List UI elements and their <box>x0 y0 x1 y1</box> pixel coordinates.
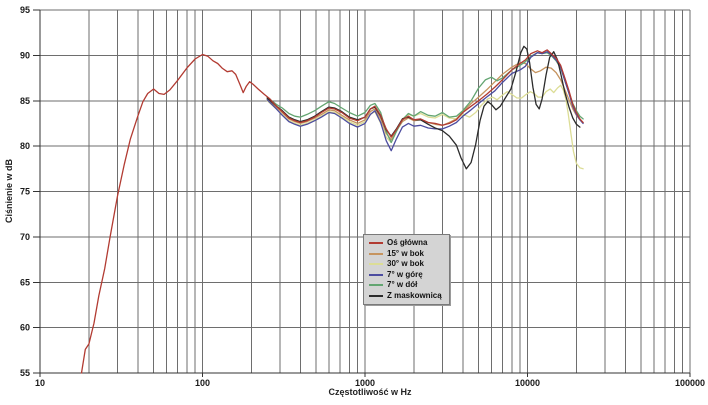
x-tick-label: 100 <box>195 378 210 388</box>
x-tick-label: 10 <box>35 378 45 388</box>
y-tick-label: 65 <box>20 277 30 287</box>
curve-5-Z maskownicą <box>266 45 581 170</box>
legend-item-label: 30° w bok <box>387 259 424 269</box>
legend-swatch-icon <box>369 242 383 245</box>
legend-item-label: 7° w górę <box>387 269 423 279</box>
y-tick-label: 70 <box>20 232 30 242</box>
x-tick-label: 100000 <box>675 378 705 388</box>
legend-item: Z maskownicą <box>369 291 442 302</box>
legend-item: 7° w dół <box>369 280 442 291</box>
legend-swatch-icon <box>369 284 383 287</box>
legend-swatch-icon <box>369 252 383 255</box>
legend-item-label: Oś główna <box>387 238 428 248</box>
legend-item-label: Z maskownicą <box>387 290 442 300</box>
y-tick-label: 85 <box>20 96 30 106</box>
y-tick-label: 90 <box>20 50 30 60</box>
y-tick-label: 80 <box>20 141 30 151</box>
curve-0-Oś główna <box>80 49 584 374</box>
curve-3-7° w górę <box>266 51 584 152</box>
y-tick-label: 75 <box>20 187 30 197</box>
legend: Oś główna 15° w bok 30° w bok 7° w górę 7° w… <box>363 234 450 305</box>
legend-swatch-icon <box>369 273 383 276</box>
y-tick-label: 55 <box>20 368 30 378</box>
legend-item-label: 15° w bok <box>387 248 424 258</box>
legend-item: Oś główna <box>369 238 442 249</box>
legend-item: 15° w bok <box>369 249 442 260</box>
legend-swatch-icon <box>369 263 383 266</box>
x-tick-label: 1000 <box>355 378 375 388</box>
x-tick-label: 10000 <box>515 378 540 388</box>
y-axis-title: Ciśnienie w dB <box>4 159 14 224</box>
y-tick-label: 60 <box>20 323 30 333</box>
y-tick-label: 95 <box>20 5 30 15</box>
curve-4-7° w dół <box>266 52 584 144</box>
legend-swatch-icon <box>369 294 383 297</box>
legend-item: 7° w górę <box>369 270 442 281</box>
legend-item-label: 7° w dół <box>387 280 418 290</box>
legend-item: 30° w bok <box>369 259 442 270</box>
x-axis-title: Częstotliwość w Hz <box>328 387 412 397</box>
